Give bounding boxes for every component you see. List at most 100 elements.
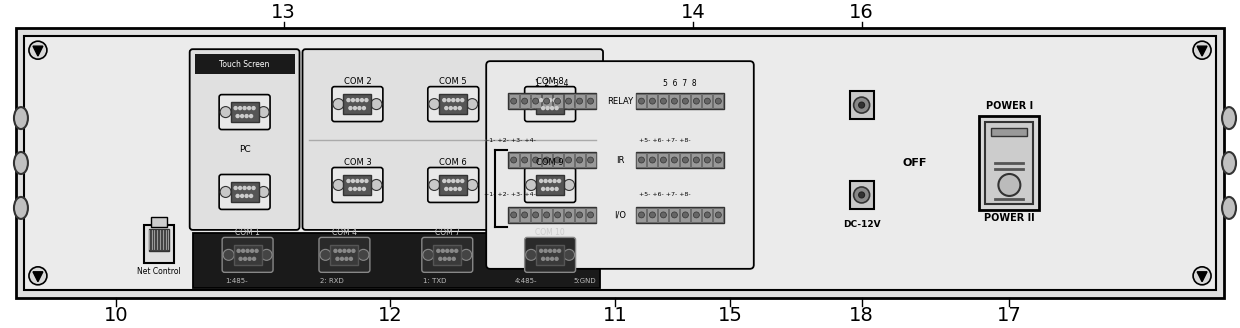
Circle shape <box>239 257 242 260</box>
Circle shape <box>221 107 231 117</box>
FancyBboxPatch shape <box>332 168 383 202</box>
Bar <box>585 153 595 167</box>
Text: +5- +6- +7- +8-: +5- +6- +7- +8- <box>639 193 691 197</box>
Bar <box>233 245 262 265</box>
Circle shape <box>526 179 537 191</box>
Circle shape <box>661 212 666 218</box>
Circle shape <box>526 99 537 110</box>
Bar <box>330 245 358 265</box>
Circle shape <box>539 179 543 182</box>
Circle shape <box>548 179 552 182</box>
Circle shape <box>436 249 440 252</box>
FancyBboxPatch shape <box>303 49 603 230</box>
Bar <box>986 122 1033 204</box>
Bar <box>231 182 259 202</box>
Circle shape <box>461 249 471 260</box>
Text: 2: RXD: 2: RXD <box>320 278 343 284</box>
Bar <box>585 208 595 222</box>
Text: COM 1: COM 1 <box>236 228 260 237</box>
Circle shape <box>542 188 544 191</box>
FancyBboxPatch shape <box>222 237 273 272</box>
FancyBboxPatch shape <box>525 168 575 202</box>
Circle shape <box>466 179 477 191</box>
Circle shape <box>241 114 243 117</box>
Bar <box>636 152 724 168</box>
Circle shape <box>456 179 459 182</box>
Circle shape <box>343 249 346 252</box>
FancyBboxPatch shape <box>525 87 575 122</box>
Text: COM 9: COM 9 <box>536 158 564 167</box>
Bar <box>439 175 467 195</box>
Circle shape <box>543 212 549 218</box>
Bar <box>508 152 596 168</box>
Text: 13: 13 <box>272 3 296 22</box>
Circle shape <box>234 107 237 110</box>
Bar <box>144 225 174 263</box>
Circle shape <box>544 99 547 102</box>
Circle shape <box>693 98 699 104</box>
Bar <box>553 153 563 167</box>
Bar <box>702 208 712 222</box>
Text: 14: 14 <box>681 3 706 22</box>
Circle shape <box>461 99 464 102</box>
Circle shape <box>455 249 458 252</box>
Text: 1: TXD: 1: TXD <box>423 278 446 284</box>
Text: COM 7: COM 7 <box>435 228 460 237</box>
Bar <box>439 94 467 114</box>
Circle shape <box>542 257 544 260</box>
Circle shape <box>365 179 368 182</box>
FancyBboxPatch shape <box>219 94 270 130</box>
Text: IR: IR <box>616 155 624 165</box>
Circle shape <box>246 195 248 197</box>
Circle shape <box>358 107 361 110</box>
Circle shape <box>448 257 451 260</box>
Bar <box>647 208 657 222</box>
Circle shape <box>650 98 656 104</box>
Circle shape <box>334 249 337 252</box>
Text: +1- +2- +3- +4-: +1- +2- +3- +4- <box>485 193 536 197</box>
Circle shape <box>650 212 656 218</box>
Bar <box>192 233 600 288</box>
Circle shape <box>246 114 248 117</box>
Circle shape <box>556 107 558 110</box>
Circle shape <box>639 212 645 218</box>
FancyBboxPatch shape <box>422 237 472 272</box>
Text: 5:GND: 5:GND <box>574 278 596 284</box>
Bar <box>670 208 680 222</box>
Bar <box>564 208 574 222</box>
Circle shape <box>522 98 528 104</box>
FancyBboxPatch shape <box>428 168 479 202</box>
Circle shape <box>445 188 448 191</box>
Circle shape <box>243 257 247 260</box>
Circle shape <box>223 249 234 260</box>
Circle shape <box>693 157 699 163</box>
Circle shape <box>704 212 711 218</box>
Circle shape <box>459 188 461 191</box>
Bar <box>713 208 723 222</box>
Circle shape <box>320 249 331 260</box>
Circle shape <box>345 257 348 260</box>
Circle shape <box>546 107 549 110</box>
Bar <box>508 153 518 167</box>
Circle shape <box>371 99 382 110</box>
Circle shape <box>262 249 272 260</box>
Bar <box>992 128 1028 135</box>
Circle shape <box>588 212 594 218</box>
Text: POWER II: POWER II <box>985 214 1034 223</box>
Circle shape <box>250 249 254 252</box>
Circle shape <box>255 249 258 252</box>
Circle shape <box>347 99 350 102</box>
Circle shape <box>361 99 363 102</box>
Circle shape <box>362 188 366 191</box>
Circle shape <box>450 249 454 252</box>
Text: 1  2  3  4: 1 2 3 4 <box>536 79 569 88</box>
Circle shape <box>682 98 688 104</box>
Circle shape <box>522 157 528 163</box>
Circle shape <box>365 99 368 102</box>
Circle shape <box>252 107 255 110</box>
Text: +1- +2- +3- +4-: +1- +2- +3- +4- <box>485 137 536 143</box>
Bar <box>692 208 702 222</box>
Circle shape <box>661 157 666 163</box>
Bar <box>553 94 563 108</box>
Circle shape <box>361 179 363 182</box>
